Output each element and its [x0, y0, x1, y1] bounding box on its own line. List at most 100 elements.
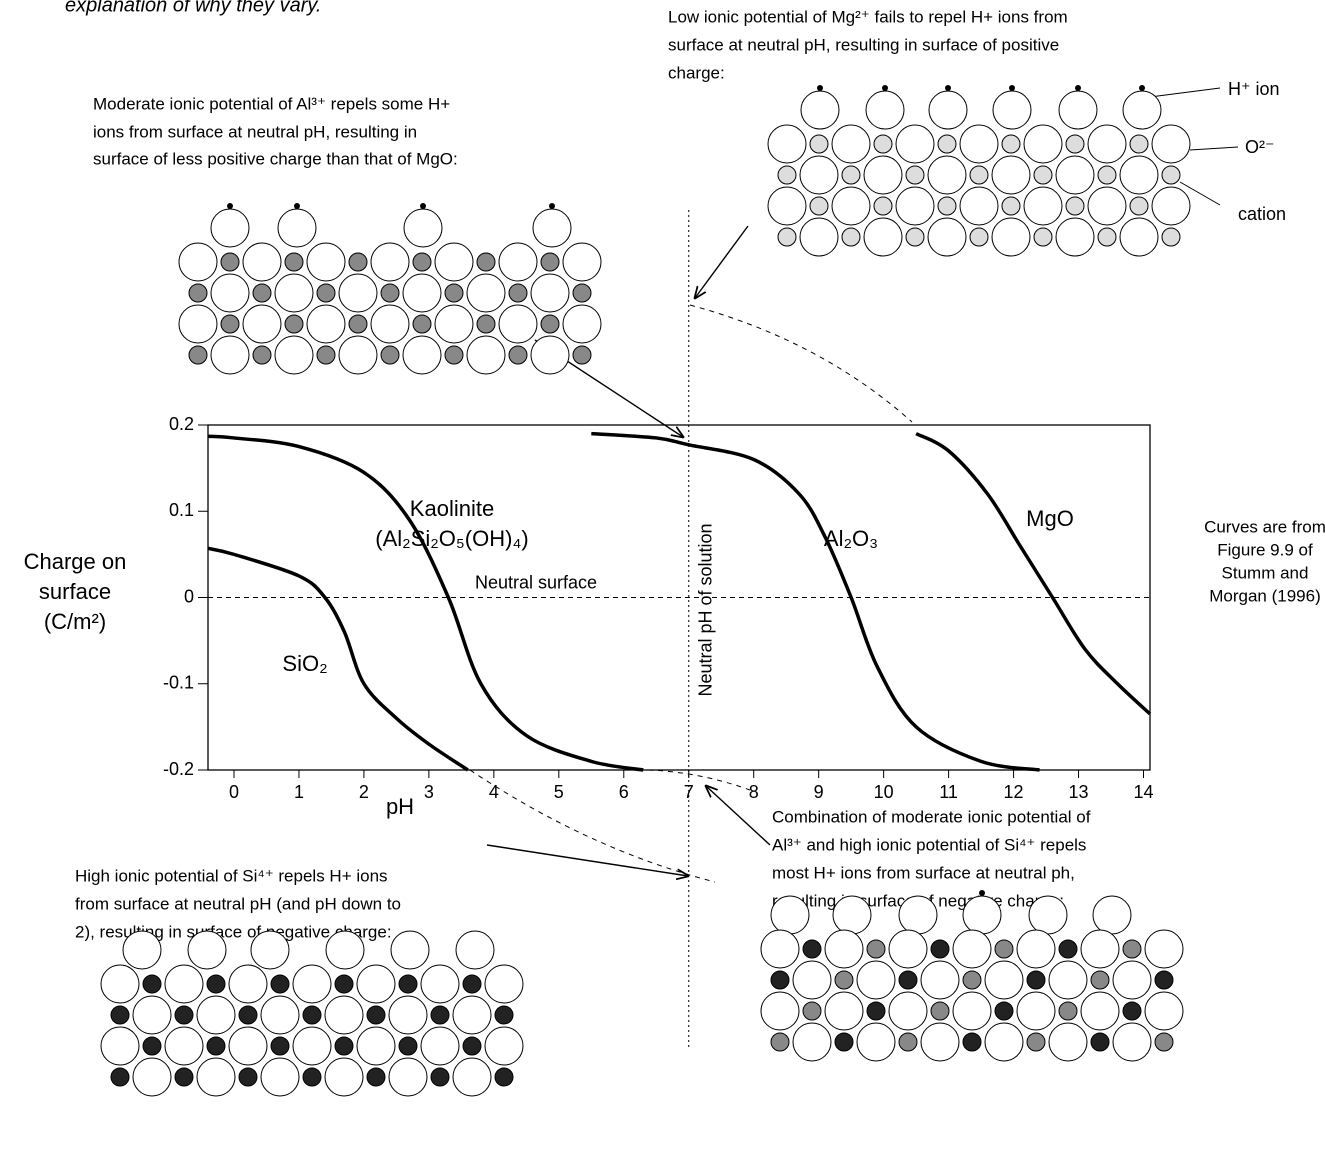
cation	[143, 1037, 161, 1055]
oxygen-atom	[857, 961, 895, 999]
oxygen-atom	[179, 305, 217, 343]
y-tick-label: 0	[184, 586, 194, 606]
h-ion	[420, 203, 426, 209]
x-tick-label: 11	[939, 782, 958, 802]
oxygen-atom	[179, 243, 217, 281]
h-ion	[882, 85, 888, 91]
cation	[207, 975, 225, 993]
curve-label: Kaolinite	[410, 496, 494, 521]
cation	[1066, 135, 1084, 153]
cation	[963, 971, 981, 989]
cation	[303, 1068, 321, 1086]
cation	[285, 315, 303, 333]
cation	[573, 346, 591, 364]
oxygen-atom	[307, 305, 345, 343]
oxygen-atom	[403, 336, 441, 374]
oxygen-atom	[1113, 961, 1151, 999]
x-tick-label: 10	[874, 782, 894, 802]
x-tick-label: 8	[749, 782, 759, 802]
oxygen-atom	[278, 209, 316, 247]
oxygen-atom	[485, 1027, 523, 1065]
oxygen-atom	[985, 961, 1023, 999]
oxygen-atom	[371, 305, 409, 343]
cation	[771, 971, 789, 989]
cation	[906, 228, 924, 246]
oxygen-atom	[531, 336, 569, 374]
oxygen-atom	[889, 992, 927, 1030]
cation	[1123, 940, 1141, 958]
oxygen-atom	[960, 125, 998, 163]
oxygen-atom	[325, 996, 363, 1034]
oxygen-atom	[1056, 156, 1094, 194]
x-tick-label: 9	[814, 782, 824, 802]
oxygen-atom	[371, 243, 409, 281]
oxygen-atom	[391, 931, 429, 969]
cation	[367, 1068, 385, 1086]
cation	[1027, 1033, 1045, 1051]
cation	[381, 284, 399, 302]
oxygen-atom	[1029, 896, 1067, 934]
lattice-label: cation	[1238, 204, 1286, 224]
oxygen-atom	[1049, 961, 1087, 999]
y-label: (C/m²)	[44, 609, 106, 634]
oxygen-atom	[133, 996, 171, 1034]
cation	[271, 1037, 289, 1055]
oxygen-atom	[101, 965, 139, 1003]
neutral-surface-label: Neutral surface	[475, 572, 597, 592]
cation	[810, 135, 828, 153]
oxygen-atom	[1024, 125, 1062, 163]
cation	[573, 284, 591, 302]
cation	[189, 284, 207, 302]
oxygen-atom	[133, 1058, 171, 1096]
oxygen-atom	[197, 996, 235, 1034]
oxygen-atom	[793, 961, 831, 999]
oxygen-atom	[101, 1027, 139, 1065]
oxygen-atom	[435, 305, 473, 343]
oxygen-atom	[467, 274, 505, 312]
x-tick-label: 0	[229, 782, 239, 802]
curve-label: Al₂O₃	[824, 526, 878, 551]
curve	[916, 434, 1150, 714]
oxygen-atom	[307, 243, 345, 281]
cation	[335, 975, 353, 993]
oxygen-atom	[1145, 992, 1183, 1030]
leader-line	[1150, 88, 1220, 97]
cation	[778, 228, 796, 246]
h-ion	[1009, 85, 1015, 91]
cut-header: explanation of why they vary.	[65, 0, 321, 16]
cation	[803, 1002, 821, 1020]
cation	[1002, 197, 1020, 215]
cation	[463, 1037, 481, 1055]
x-tick-label: 3	[424, 782, 434, 802]
oxygen-atom	[953, 992, 991, 1030]
cation	[842, 166, 860, 184]
cation	[541, 315, 559, 333]
cation	[867, 940, 885, 958]
oxygen-atom	[864, 218, 902, 256]
oxygen-atom	[389, 1058, 427, 1096]
oxygen-atom	[211, 336, 249, 374]
oxygen-atom	[1049, 1023, 1087, 1061]
cation	[874, 197, 892, 215]
oxygen-atom	[261, 996, 299, 1034]
oxygen-atom	[889, 930, 927, 968]
x-tick-label: 12	[1004, 782, 1024, 802]
h-ion	[945, 85, 951, 91]
cation	[970, 228, 988, 246]
oxygen-atom	[793, 1023, 831, 1061]
oxygen-atom	[188, 931, 226, 969]
x-label: pH	[386, 794, 414, 819]
cation	[349, 253, 367, 271]
note-line: surface at neutral pH, resulting in surf…	[668, 35, 1059, 54]
leader-line	[1190, 147, 1238, 150]
cation	[1155, 971, 1173, 989]
oxygen-atom	[928, 156, 966, 194]
curve	[591, 434, 1039, 770]
oxygen-atom	[326, 931, 364, 969]
oxygen-atom	[1145, 930, 1183, 968]
cation	[842, 228, 860, 246]
cation	[803, 940, 821, 958]
oxygen-atom	[1059, 91, 1097, 129]
cation	[399, 1037, 417, 1055]
oxygen-atom	[960, 187, 998, 225]
